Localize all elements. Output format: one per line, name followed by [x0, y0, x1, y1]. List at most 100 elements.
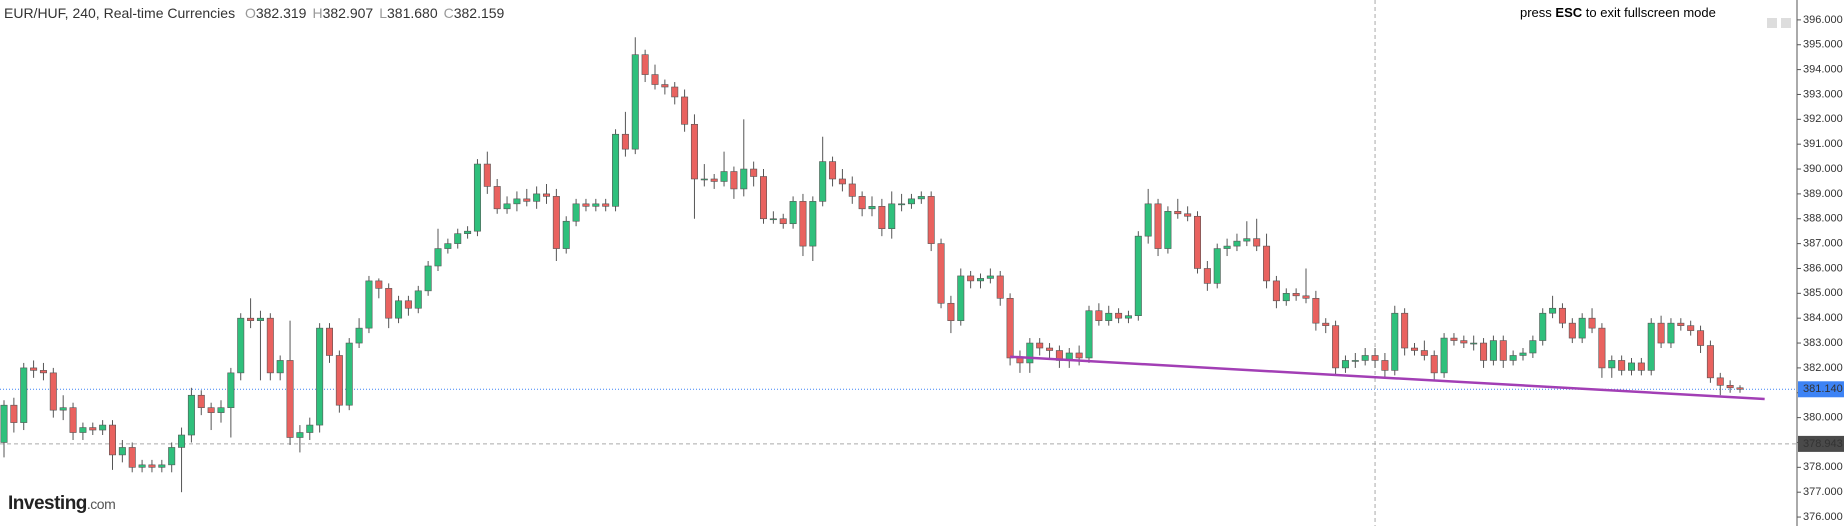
candle-body: [227, 372, 235, 408]
candle-body: [1085, 310, 1093, 359]
candle-body: [1667, 322, 1675, 344]
candle-body: [444, 243, 452, 249]
candle-body: [1302, 295, 1310, 299]
y-tick-label: 394.000: [1803, 64, 1843, 76]
candle-body: [207, 407, 215, 413]
logo-name: Investing: [8, 493, 87, 514]
candle-body: [503, 203, 511, 210]
candle-body: [1371, 355, 1379, 361]
candle-body: [888, 203, 896, 229]
candle-body: [1036, 342, 1044, 349]
candle-body: [197, 394, 205, 408]
candle-body: [1282, 293, 1290, 302]
candle-body: [306, 424, 314, 433]
candle-body: [1539, 312, 1547, 341]
candle-body: [375, 280, 383, 289]
candle-body: [582, 203, 590, 207]
icon[interactable]: [1767, 18, 1777, 28]
candle-body: [385, 288, 393, 319]
candle-body: [651, 74, 659, 85]
candle-body: [0, 404, 8, 443]
y-tick-label: 383.000: [1803, 337, 1843, 349]
candle-body: [612, 133, 620, 207]
candle-body: [1401, 312, 1409, 349]
ohlc-key: H: [312, 5, 323, 21]
candle-body: [345, 342, 353, 406]
candle-body: [799, 201, 807, 247]
ohlc-key: L: [379, 5, 387, 21]
candle-body: [1026, 342, 1034, 364]
fullscreen-note: press ESC to exit fullscreen mode: [1520, 5, 1716, 20]
y-tick-label: 380.000: [1803, 412, 1843, 424]
candle-body: [779, 218, 787, 225]
ohlc-values: O382.319 H382.907 L381.680 C382.159: [239, 5, 504, 21]
logo: Investing.com: [8, 493, 116, 515]
candle-body: [473, 163, 481, 232]
candle-body: [838, 178, 846, 185]
candle-body: [1046, 347, 1054, 351]
candle-body: [1164, 210, 1172, 249]
ohlc-value: 381.680: [387, 5, 438, 21]
y-tick-label: 390.000: [1803, 163, 1843, 175]
candle-body: [1253, 238, 1261, 247]
candle-body: [898, 203, 906, 206]
candle-body: [947, 302, 955, 321]
candle-body: [1361, 355, 1369, 361]
candle-body: [1411, 347, 1419, 351]
y-tick-label: 385.000: [1803, 287, 1843, 299]
candle-body: [1223, 245, 1231, 249]
candle-body: [1213, 248, 1221, 284]
candle-body: [562, 220, 570, 249]
trendline: [1010, 355, 1765, 401]
candle-body: [483, 163, 491, 187]
candle-body: [395, 300, 403, 319]
candle-body: [10, 404, 18, 423]
candle-body: [690, 123, 698, 180]
candle-body: [1312, 297, 1320, 324]
candle-body: [819, 161, 827, 202]
candle-body: [187, 394, 195, 436]
candle-body: [631, 54, 639, 150]
candle-body: [355, 327, 363, 344]
y-tick-label: 396.000: [1803, 14, 1843, 26]
candle-body: [1706, 345, 1714, 379]
y-tick-label: 388.000: [1803, 213, 1843, 225]
candle-body: [1697, 330, 1705, 346]
candle-body: [158, 464, 166, 468]
candle-body: [109, 424, 117, 456]
candle-body: [1568, 322, 1576, 339]
candle-body: [1430, 355, 1438, 374]
candle-body: [809, 201, 817, 247]
candle-body: [178, 434, 186, 448]
candle-body: [1687, 325, 1695, 331]
candle-body: [621, 133, 629, 150]
y-tick-label: 377.000: [1803, 486, 1843, 498]
candle-body: [927, 196, 935, 244]
candle-body: [79, 427, 87, 433]
ohlc-value: 382.159: [453, 5, 505, 21]
candle-body: [661, 84, 669, 88]
candle-body: [464, 230, 472, 234]
candle-body: [1618, 360, 1626, 371]
candle-body: [89, 427, 97, 431]
price-label-box: [1798, 381, 1844, 398]
candle-body: [1075, 352, 1083, 359]
candle-body: [1243, 238, 1251, 242]
y-tick-label: 395.000: [1803, 39, 1843, 51]
candle-body: [454, 233, 462, 244]
candle-body: [1391, 312, 1399, 371]
icon[interactable]: [1781, 18, 1791, 28]
candle-body: [848, 183, 856, 197]
candle-body: [1006, 297, 1014, 359]
candle-body: [1558, 307, 1566, 324]
candle-body: [868, 206, 876, 210]
ohlc-value: 382.907: [322, 5, 374, 21]
candle-body: [1124, 315, 1132, 319]
ohlc-key: O: [244, 5, 256, 21]
candle-body: [434, 248, 442, 267]
candle-body: [316, 327, 324, 426]
y-tick-label: 393.000: [1803, 88, 1843, 100]
candle-body: [1095, 310, 1103, 321]
candle-body: [69, 407, 77, 433]
candle-body: [1420, 350, 1428, 356]
